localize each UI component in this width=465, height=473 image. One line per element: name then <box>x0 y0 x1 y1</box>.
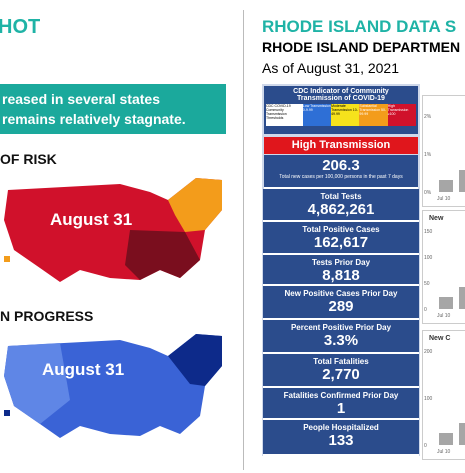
side-chart: 2% 1% 0% Jul 10 <box>422 95 465 207</box>
tick-label: 200 <box>424 349 433 355</box>
legend-swatch <box>4 410 10 416</box>
stat-tile: Total Tests 4,862,261 <box>263 189 419 222</box>
tick-label: 0% <box>424 190 432 196</box>
x-label: Jul 10 <box>437 449 451 455</box>
stat-label: Total Tests <box>320 192 362 201</box>
bar <box>459 423 465 445</box>
cdc-box: CDC Indicator of Community Transmission … <box>264 86 418 134</box>
stat-value: 1 <box>336 400 346 417</box>
tick-label: 1% <box>424 152 432 158</box>
tick-label: 150 <box>424 229 433 235</box>
rate-tile: 206.3 Total new cases per 100,000 person… <box>264 155 418 189</box>
vaccine-region <box>4 343 70 424</box>
stat-tile: Total Positive Cases 162,617 <box>263 222 419 255</box>
header-subtitle: RHODE ISLAND DEPARTMEN <box>262 39 461 55</box>
cdc-title: CDC Indicator of Community Transmission … <box>293 88 389 102</box>
stat-label: Tests Prior Day <box>311 258 371 267</box>
rate-note: Total new cases per 100,000 persons in t… <box>279 174 403 180</box>
tick-label: 50 <box>424 281 430 287</box>
stat-value: 3.3% <box>323 332 359 349</box>
stat-tile: New Positive Cases Prior Day 289 <box>263 286 419 320</box>
bar <box>439 433 453 445</box>
stat-label: Total Fatalities <box>313 357 369 366</box>
vaccine-region <box>168 334 222 386</box>
header-date: As of August 31, 2021 <box>262 60 399 76</box>
stat-label: Percent Positive Prior Day <box>290 323 392 332</box>
x-label: Jul 10 <box>437 196 451 202</box>
legend-cell: CDC COVID-19 Community Transmission Thre… <box>266 104 303 126</box>
stat-value: 162,617 <box>313 234 369 251</box>
banner-line: remains relatively stagnate. <box>2 111 186 127</box>
tick-label: 100 <box>424 255 433 261</box>
stat-label: New Positive Cases Prior Day <box>284 289 398 298</box>
bar <box>459 170 465 192</box>
tick-label: 0 <box>424 307 427 313</box>
banner-line: reased in several states <box>2 91 160 107</box>
x-label: Jul 10 <box>437 313 451 319</box>
stat-label: Fatalities Confirmed Prior Day <box>283 391 399 400</box>
stat-value: 8,818 <box>322 267 360 284</box>
stat-tile: Fatalities Confirmed Prior Day 1 <box>263 388 419 420</box>
side-chart-title: New C <box>429 335 451 342</box>
stat-value: 2,770 <box>322 366 360 383</box>
stat-tile: Percent Positive Prior Day 3.3% <box>263 320 419 354</box>
stat-label: People Hospitalized <box>303 423 379 432</box>
left-title: HOT <box>0 16 41 38</box>
bar <box>459 287 465 309</box>
legend-cell: Low Transmission 0-9.99 <box>302 104 332 126</box>
section-title: OF RISK <box>0 151 57 167</box>
divider <box>243 10 244 470</box>
tick-label: 100 <box>424 396 433 402</box>
side-chart: New 150 100 50 0 Jul 10 <box>422 210 465 324</box>
stat-tile: Total Fatalities 2,770 <box>263 354 419 388</box>
bar <box>439 180 453 192</box>
rate: 206.3 <box>322 157 360 174</box>
legend-cell: High Transmission ≥100 <box>387 104 416 126</box>
risk-region <box>125 230 200 280</box>
level: High Transmission <box>264 137 418 154</box>
side-chart-title: New <box>429 215 444 222</box>
stat-value: 133 <box>328 432 354 449</box>
section-title: N PROGRESS <box>0 308 94 324</box>
legend-cell: Substantial Transmission 50-99.99 <box>359 104 388 126</box>
tick-label: 0 <box>424 443 427 449</box>
stat-tile: Tests Prior Day 8,818 <box>263 255 419 286</box>
stat-tile: People Hospitalized 133 <box>263 420 419 456</box>
banner: reased in several states remains relativ… <box>0 84 226 134</box>
stat-value: 4,862,261 <box>307 201 375 218</box>
header-title: RHODE ISLAND DATA S <box>262 17 457 36</box>
maps: August 31 August 31 <box>4 178 222 438</box>
map-label: August 31 <box>50 210 132 229</box>
tick-label: 2% <box>424 114 432 120</box>
bar <box>439 297 453 309</box>
stat-label: Total Positive Cases <box>302 225 380 234</box>
legend-cell: Moderate Transmission 10-49.99 <box>331 104 360 126</box>
risk-region <box>168 178 222 232</box>
stat-value: 289 <box>328 298 354 315</box>
map-label: August 31 <box>42 360 124 379</box>
legend-swatch <box>4 256 10 262</box>
side-chart: New C 200 100 0 Jul 10 <box>422 330 465 460</box>
